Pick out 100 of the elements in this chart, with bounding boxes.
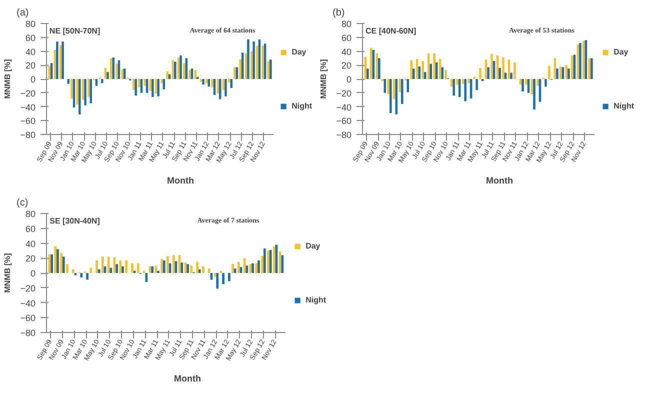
- y-tick-label: −60: [336, 116, 352, 126]
- bar: [255, 263, 258, 273]
- bar: [211, 79, 214, 88]
- bar: [185, 58, 188, 79]
- bar: [180, 262, 184, 273]
- bar: [70, 79, 73, 98]
- bar: [145, 273, 148, 282]
- bar: [479, 68, 482, 79]
- bar: [208, 268, 210, 273]
- bar: [88, 79, 90, 98]
- bar: [378, 58, 380, 79]
- bar: [116, 64, 118, 79]
- bar: [56, 249, 59, 273]
- bar: [125, 260, 128, 273]
- bar: [56, 42, 58, 79]
- y-tick-label: 80: [25, 19, 36, 29]
- bar: [140, 79, 143, 93]
- bar: [239, 60, 242, 79]
- bar: [168, 74, 171, 79]
- bar: [366, 68, 369, 79]
- y-tick-label: 60: [341, 32, 352, 43]
- bar: [256, 46, 258, 79]
- bar: [262, 46, 264, 79]
- bar: [536, 79, 539, 86]
- bar: [188, 70, 191, 79]
- bar: [406, 79, 410, 92]
- bar: [121, 69, 124, 79]
- bar: [234, 268, 236, 273]
- y-tick-label: 0: [30, 74, 36, 84]
- y-axis-title: MNMB [%]: [319, 58, 328, 99]
- bar: [560, 66, 562, 79]
- bar: [50, 63, 53, 79]
- bar: [571, 55, 574, 79]
- bar: [106, 72, 109, 79]
- bar: [510, 72, 512, 79]
- y-tick-label: 20: [341, 60, 352, 71]
- bar: [514, 62, 516, 79]
- bar: [246, 266, 248, 273]
- x-axis-title: Month: [174, 374, 202, 384]
- legend-label: Night: [306, 295, 326, 304]
- y-axis-title: MNMB [%]: [3, 252, 12, 293]
- bar: [579, 42, 582, 79]
- bar: [464, 79, 466, 102]
- bar: [261, 256, 264, 273]
- bar: [157, 79, 160, 96]
- bar: [122, 266, 124, 273]
- bar: [502, 57, 504, 79]
- bar: [138, 79, 140, 88]
- bar: [498, 68, 501, 79]
- bar: [267, 250, 270, 273]
- bar: [186, 264, 189, 273]
- bar: [116, 264, 118, 273]
- bar: [66, 264, 68, 273]
- bar: [119, 260, 122, 273]
- bar: [228, 273, 230, 282]
- bar: [82, 79, 84, 100]
- y-tick-label: −80: [336, 130, 352, 140]
- bar: [151, 266, 154, 273]
- bar: [533, 79, 536, 110]
- bar: [444, 70, 447, 79]
- bar: [213, 79, 216, 95]
- bar: [54, 246, 57, 273]
- bar: [184, 262, 187, 273]
- y-tick-label: 80: [341, 19, 352, 29]
- bar: [90, 268, 92, 273]
- bar: [86, 273, 88, 280]
- bar: [430, 64, 432, 79]
- bar: [198, 269, 201, 273]
- bar: [222, 273, 224, 284]
- bar: [196, 262, 198, 273]
- bar: [410, 60, 412, 79]
- bar: [160, 258, 163, 273]
- bar: [232, 264, 234, 273]
- bar: [433, 53, 436, 79]
- bar: [107, 256, 110, 273]
- bar: [590, 58, 593, 79]
- y-tick-label: −60: [20, 313, 36, 324]
- bar: [136, 263, 140, 273]
- bar: [110, 58, 112, 79]
- bar: [548, 66, 550, 79]
- bar: [80, 273, 83, 278]
- x-axis-title: Month: [167, 176, 194, 186]
- y-tick-label: −40: [20, 102, 36, 112]
- bar: [364, 56, 367, 79]
- y-tick-label: −20: [20, 88, 36, 98]
- bar: [236, 67, 238, 79]
- bar: [190, 266, 193, 273]
- bar: [247, 39, 250, 79]
- legend-label: Day: [306, 241, 322, 250]
- bar: [60, 252, 62, 273]
- text: (a): [16, 8, 29, 18]
- chart-title: NE [50N-70N]: [49, 26, 100, 36]
- bar: [390, 79, 392, 113]
- bar: [281, 255, 284, 273]
- bar: [202, 266, 204, 273]
- bar: [228, 79, 230, 82]
- bar: [154, 266, 158, 273]
- y-tick-label: 0: [30, 268, 36, 278]
- bar: [395, 79, 398, 114]
- bar: [216, 273, 219, 289]
